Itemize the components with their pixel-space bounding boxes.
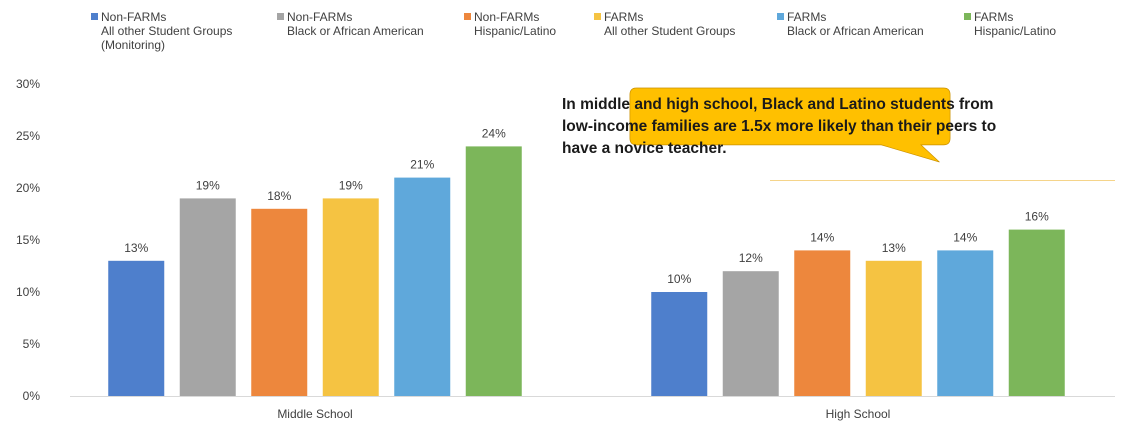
data-label: 19% bbox=[339, 178, 363, 192]
y-tick-label: 15% bbox=[16, 233, 40, 247]
bar bbox=[465, 146, 522, 396]
legend-sublabel: Black or African American bbox=[287, 24, 424, 38]
callout-shape bbox=[629, 87, 951, 163]
bar bbox=[794, 250, 851, 396]
data-label: 13% bbox=[882, 241, 906, 255]
data-label: 21% bbox=[410, 158, 434, 172]
legend-sublabel: All other Student Groups bbox=[604, 24, 736, 38]
legend-sublabel: All other Student Groups bbox=[101, 24, 233, 38]
bar bbox=[651, 292, 708, 396]
legend-label: Non-FARMs bbox=[287, 10, 353, 24]
bar bbox=[1008, 229, 1065, 396]
legend-item-3: Non-FARMs Hispanic/Latino bbox=[464, 10, 557, 38]
y-tick-label: 10% bbox=[16, 285, 40, 299]
y-tick-label: 25% bbox=[16, 129, 40, 143]
legend-swatch bbox=[277, 13, 284, 20]
data-label: 24% bbox=[482, 126, 506, 140]
bar bbox=[251, 208, 308, 396]
bar bbox=[937, 250, 994, 396]
legend-sublabel: Black or African American bbox=[787, 24, 924, 38]
legend-sublabel: (Monitoring) bbox=[101, 38, 166, 52]
legend-item-1: Non-FARMs All other Student Groups (Moni… bbox=[91, 10, 233, 52]
data-label: 14% bbox=[810, 230, 834, 244]
bar bbox=[722, 271, 779, 396]
legend-item-5: FARMs Black or African American bbox=[777, 10, 924, 38]
legend-item-4: FARMs All other Student Groups bbox=[594, 10, 736, 38]
legend-label: Non-FARMs bbox=[101, 10, 167, 24]
callout-text: In middle and high school, Black and Lat… bbox=[562, 96, 997, 157]
bar bbox=[108, 260, 165, 396]
data-label: 10% bbox=[667, 272, 691, 286]
legend: Non-FARMs All other Student Groups (Moni… bbox=[0, 10, 1127, 70]
bar bbox=[394, 177, 451, 396]
bar bbox=[179, 198, 236, 396]
data-label: 13% bbox=[124, 241, 148, 255]
bar bbox=[865, 260, 922, 396]
legend-swatch bbox=[594, 13, 601, 20]
category-label: High School bbox=[826, 407, 891, 421]
data-label: 19% bbox=[196, 178, 220, 192]
legend-swatch bbox=[964, 13, 971, 20]
legend-label: FARMs bbox=[787, 10, 827, 24]
data-label: 12% bbox=[739, 251, 763, 265]
bar bbox=[322, 198, 379, 396]
data-label: 16% bbox=[1025, 210, 1049, 224]
y-tick-label: 0% bbox=[23, 389, 41, 403]
legend-label: Non-FARMs bbox=[474, 10, 540, 24]
legend-swatch bbox=[464, 13, 471, 20]
data-label: 18% bbox=[267, 189, 291, 203]
legend-swatch bbox=[91, 13, 98, 20]
callout-bubble bbox=[629, 87, 951, 163]
legend-sublabel: Hispanic/Latino bbox=[974, 24, 1057, 38]
legend-label: FARMs bbox=[604, 10, 644, 24]
legend-sublabel: Hispanic/Latino bbox=[474, 24, 557, 38]
y-tick-label: 5% bbox=[23, 337, 41, 351]
data-label: 14% bbox=[953, 230, 977, 244]
category-label: Middle School bbox=[277, 407, 352, 421]
y-tick-label: 30% bbox=[16, 77, 40, 91]
legend-label: FARMs bbox=[974, 10, 1014, 24]
y-tick-label: 20% bbox=[16, 181, 40, 195]
legend-item-2: Non-FARMs Black or African American bbox=[277, 10, 424, 38]
legend-item-6: FARMs Hispanic/Latino bbox=[964, 10, 1057, 38]
legend-swatch bbox=[777, 13, 784, 20]
